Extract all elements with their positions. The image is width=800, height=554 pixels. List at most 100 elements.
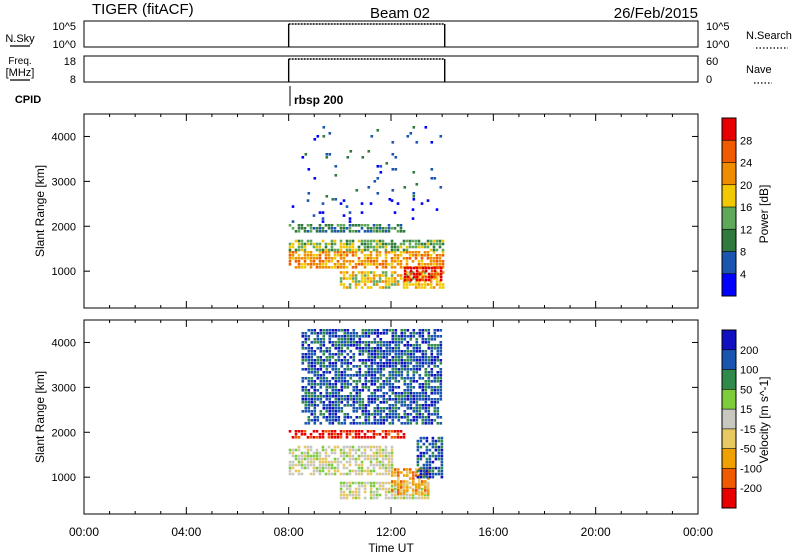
heatmap-cell — [348, 263, 352, 266]
heatmap-cell — [369, 239, 373, 243]
heatmap-cell — [313, 368, 317, 371]
heatmap-cell — [433, 365, 437, 368]
heatmap-cell — [373, 359, 377, 362]
heatmap-cell — [388, 365, 392, 368]
heatmap-cell — [337, 407, 341, 410]
colorbar-segment — [722, 349, 736, 370]
heatmap-cell — [309, 445, 313, 449]
heatmap-cell — [382, 386, 386, 389]
heatmap-cell — [318, 266, 322, 269]
heatmap-cell — [348, 481, 352, 485]
heatmap-cell — [427, 335, 431, 338]
heatmap-cell — [436, 413, 440, 416]
heatmap-cell — [421, 483, 424, 486]
heatmap-cell — [333, 248, 337, 252]
heatmap-cell — [313, 386, 317, 389]
heatmap-cell — [376, 380, 380, 383]
heatmap-cell — [412, 350, 416, 353]
heatmap-cell — [390, 487, 394, 491]
heatmap-cell — [430, 141, 434, 144]
heatmap-cell — [390, 277, 394, 280]
heatmap-cell — [294, 239, 298, 243]
heatmap-cell — [390, 496, 394, 500]
heatmap-cell — [424, 404, 428, 407]
heatmap-cell — [352, 356, 356, 359]
heatmap-cell — [409, 344, 413, 347]
heatmap-cell — [402, 496, 406, 500]
heatmap-cell — [366, 436, 370, 439]
heatmap-cell — [400, 422, 404, 425]
heatmap-cell — [390, 248, 394, 252]
heatmap-cell — [430, 374, 434, 377]
heatmap-cell — [300, 430, 304, 433]
heatmap-cell — [382, 410, 386, 413]
heatmap-cell — [435, 257, 439, 260]
heatmap-cell — [330, 245, 334, 249]
heatmap-cell — [307, 329, 311, 332]
heatmap-cell — [402, 239, 406, 243]
velocity-colorbar-label: Velocity [m s^-1] — [757, 377, 771, 464]
heatmap-cell — [385, 392, 389, 395]
heatmap-cell — [367, 365, 371, 368]
heatmap-cell — [390, 274, 394, 277]
heatmap-cell — [325, 347, 329, 350]
heatmap-cell — [348, 493, 352, 497]
heatmap-cell — [364, 404, 368, 407]
heatmap-cell — [343, 350, 347, 353]
heatmap-cell — [384, 251, 388, 254]
heatmap-cell — [415, 275, 419, 279]
heatmap-cell — [315, 451, 319, 455]
heatmap-cell — [333, 227, 337, 230]
heatmap-cell — [342, 493, 346, 497]
heatmap-cell — [385, 350, 389, 353]
heatmap-cell — [390, 448, 394, 452]
heatmap-cell — [436, 407, 440, 410]
heatmap-cell — [328, 410, 332, 413]
heatmap-cell — [433, 269, 437, 273]
heatmap-cell — [420, 481, 424, 485]
heatmap-cell — [349, 350, 353, 353]
heatmap-cell — [366, 280, 370, 283]
heatmap-cell — [418, 374, 422, 377]
heatmap-cell — [304, 401, 308, 404]
heatmap-cell — [304, 377, 308, 380]
heatmap-cell — [363, 484, 367, 488]
heatmap-cell — [435, 277, 439, 280]
heatmap-cell — [397, 489, 400, 492]
heatmap-cell — [349, 338, 353, 341]
heatmap-cell — [346, 329, 350, 332]
heatmap-cell — [322, 371, 326, 374]
heatmap-cell — [324, 463, 328, 467]
heatmap-cell — [369, 484, 373, 488]
heatmap-cell — [422, 463, 426, 467]
heatmap-cell — [369, 493, 373, 497]
y-tick-label: 3000 — [52, 176, 76, 188]
heatmap-cell — [391, 471, 394, 474]
heatmap-cell — [415, 359, 419, 362]
heatmap-cell — [379, 347, 383, 350]
heatmap-cell — [440, 445, 444, 449]
heatmap-cell — [439, 368, 443, 371]
heatmap-cell — [370, 341, 374, 344]
heatmap-cell — [417, 277, 421, 280]
heatmap-cell — [426, 487, 430, 491]
heatmap-cell — [360, 202, 364, 205]
heatmap-cell — [379, 344, 383, 347]
heatmap-cell — [337, 359, 341, 362]
heatmap-cell — [331, 368, 335, 371]
heatmap-cell — [331, 377, 335, 380]
heatmap-cell — [349, 150, 353, 153]
heatmap-cell — [291, 472, 295, 476]
heatmap-cell — [319, 395, 323, 398]
heatmap-cell — [378, 472, 382, 476]
heatmap-cell — [364, 383, 368, 386]
sky-panel-frame — [83, 20, 699, 48]
heatmap-cell — [403, 353, 407, 356]
heatmap-cell — [363, 248, 367, 252]
heatmap-cell — [409, 389, 413, 392]
heatmap-cell — [375, 280, 379, 283]
heatmap-cell — [385, 419, 389, 422]
heatmap-cell — [418, 474, 421, 477]
heatmap-cell — [423, 481, 427, 485]
